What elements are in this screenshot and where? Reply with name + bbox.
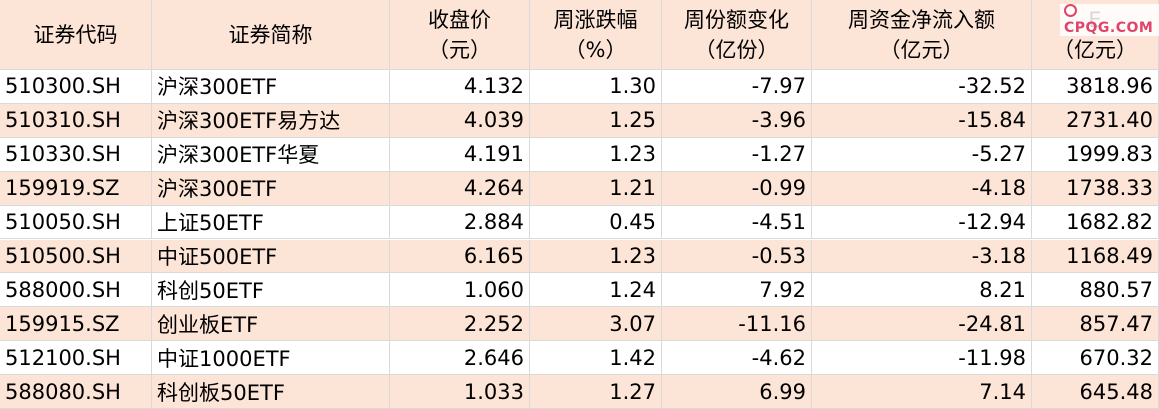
number-cell: 670.32 <box>1032 341 1159 376</box>
number-cell: -0.53 <box>662 239 812 274</box>
header-cell: 周涨跌幅 （%） <box>530 0 662 70</box>
number-cell: 7.92 <box>662 273 812 308</box>
number-cell: 1.25 <box>530 103 662 138</box>
number-cell: 8.21 <box>812 273 1032 308</box>
number-cell: -4.18 <box>812 171 1032 206</box>
code-cell: 159915.SZ <box>0 307 152 342</box>
number-cell: -24.81 <box>812 307 1032 342</box>
name-cell: 沪深300ETF易方达 <box>152 103 390 138</box>
number-cell: -1.27 <box>662 137 812 172</box>
number-cell: 1999.83 <box>1032 137 1159 172</box>
header-text: 证券简称 <box>228 22 313 47</box>
header-text: （元） <box>428 37 491 62</box>
number-cell: 880.57 <box>1032 273 1159 308</box>
number-cell: 7.14 <box>812 375 1032 409</box>
code-cell: 510500.SH <box>0 239 152 274</box>
number-cell: 1.060 <box>390 273 530 308</box>
number-cell: -7.97 <box>662 70 812 104</box>
number-cell: -11.98 <box>812 341 1032 376</box>
number-cell: 2.252 <box>390 307 530 342</box>
code-cell: 588000.SH <box>0 273 152 308</box>
header-cell: 证券代码 <box>0 0 152 70</box>
name-cell: 中证500ETF <box>152 239 390 274</box>
number-cell: 4.132 <box>390 70 530 104</box>
number-cell: 4.039 <box>390 103 530 138</box>
header-text: 周资金净流入额 <box>848 7 995 32</box>
number-cell: 2731.40 <box>1032 103 1159 138</box>
number-cell: 1.24 <box>530 273 662 308</box>
number-cell: 4.191 <box>390 137 530 172</box>
name-cell: 沪深300ETF华夏 <box>152 137 390 172</box>
number-cell: 1168.49 <box>1032 239 1159 274</box>
number-cell: -11.16 <box>662 307 812 342</box>
name-cell: 沪深300ETF <box>152 70 390 104</box>
number-cell: 1.27 <box>530 375 662 409</box>
header-text: 证券代码 <box>33 22 118 47</box>
name-cell: 创业板ETF <box>152 307 390 342</box>
code-cell: 588080.SH <box>0 375 152 409</box>
watermark: CPQG.COM <box>1060 4 1159 36</box>
number-cell: -5.27 <box>812 137 1032 172</box>
name-cell: 中证1000ETF <box>152 341 390 376</box>
number-cell: -0.99 <box>662 171 812 206</box>
header-text: （亿份） <box>694 37 779 62</box>
code-cell: 159919.SZ <box>0 171 152 206</box>
name-cell: 上证50ETF <box>152 205 390 240</box>
number-cell: 4.264 <box>390 171 530 206</box>
number-cell: 1.42 <box>530 341 662 376</box>
number-cell: 1.23 <box>530 137 662 172</box>
number-cell: -32.52 <box>812 70 1032 104</box>
name-cell: 沪深300ETF <box>152 171 390 206</box>
number-cell: 0.45 <box>530 205 662 240</box>
header-text: （%） <box>564 37 627 62</box>
number-cell: 2.646 <box>390 341 530 376</box>
number-cell: 1682.82 <box>1032 205 1159 240</box>
number-cell: 1.033 <box>390 375 530 409</box>
number-cell: 1.21 <box>530 171 662 206</box>
code-cell: 510310.SH <box>0 103 152 138</box>
header-text: 周涨跌幅 <box>553 7 638 32</box>
header-cell: 收盘价 （元） <box>390 0 530 70</box>
number-cell: 857.47 <box>1032 307 1159 342</box>
header-cell: 证券简称 <box>152 0 390 70</box>
number-cell: -12.94 <box>812 205 1032 240</box>
number-cell: -15.84 <box>812 103 1032 138</box>
name-cell: 科创板50ETF <box>152 375 390 409</box>
code-cell: 510330.SH <box>0 137 152 172</box>
header-text: 周份额变化 <box>684 7 789 32</box>
name-cell: 科创50ETF <box>152 273 390 308</box>
code-cell: 512100.SH <box>0 341 152 376</box>
code-cell: 510300.SH <box>0 70 152 104</box>
number-cell: -3.96 <box>662 103 812 138</box>
number-cell: -4.62 <box>662 341 812 376</box>
number-cell: 1738.33 <box>1032 171 1159 206</box>
number-cell: 1.23 <box>530 239 662 274</box>
number-cell: 3.07 <box>530 307 662 342</box>
code-cell: 510050.SH <box>0 205 152 240</box>
number-cell: 645.48 <box>1032 375 1159 409</box>
header-text: 收盘价 <box>428 7 491 32</box>
number-cell: 6.165 <box>390 239 530 274</box>
header-text: （亿元） <box>879 37 964 62</box>
number-cell: -4.51 <box>662 205 812 240</box>
number-cell: 3818.96 <box>1032 70 1159 104</box>
number-cell: 1.30 <box>530 70 662 104</box>
header-text: （亿元） <box>1053 37 1137 62</box>
number-cell: 2.884 <box>390 205 530 240</box>
number-cell: 6.99 <box>662 375 812 409</box>
header-cell: 周资金净流入额 （亿元） <box>812 0 1032 70</box>
number-cell: -3.18 <box>812 239 1032 274</box>
header-cell: 周份额变化 （亿份） <box>662 0 812 70</box>
